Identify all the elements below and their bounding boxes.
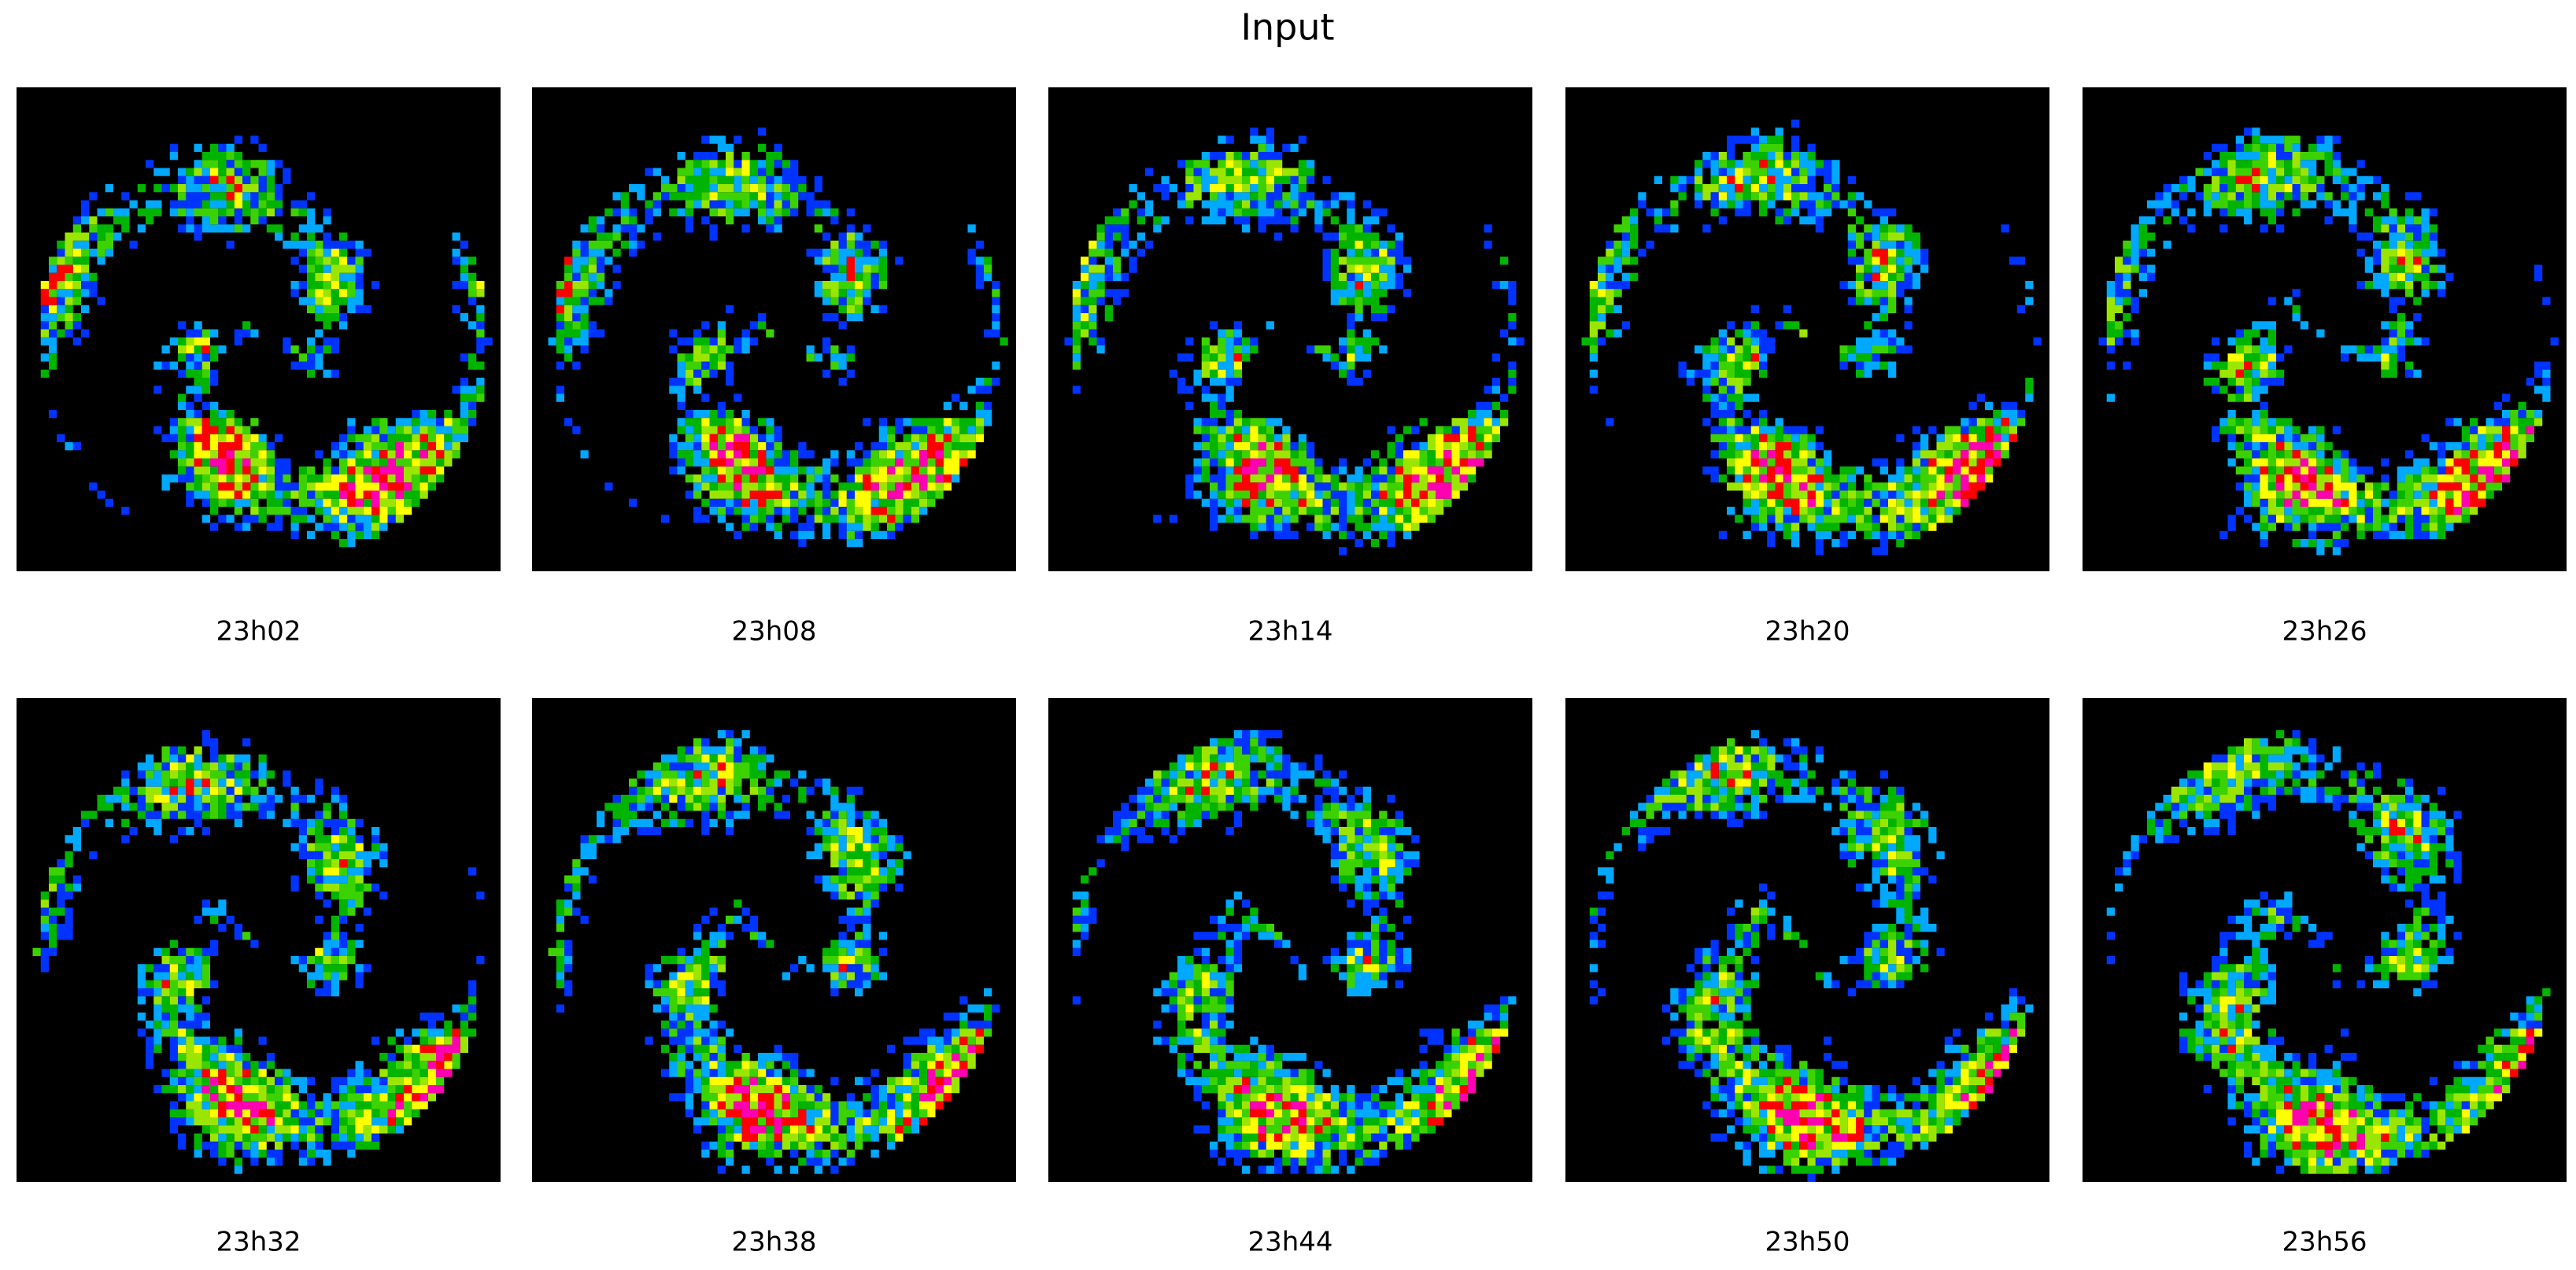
echo-pixels	[2276, 426, 2534, 515]
radar-panel	[17, 698, 501, 1182]
radar-panel	[2083, 698, 2567, 1182]
echo-pixels	[40, 730, 485, 1166]
radar-panel	[532, 698, 1016, 1182]
echo-pixels	[2106, 135, 2534, 548]
radar-panel	[17, 87, 501, 571]
echo-pixels	[40, 175, 445, 515]
radar-panel	[532, 87, 1016, 571]
echo-pixels	[556, 152, 1000, 539]
echo-pixels	[548, 738, 992, 1158]
echo-pixels	[1242, 1036, 1500, 1134]
echo-pixels	[556, 127, 1000, 548]
echo-pixels	[734, 1044, 976, 1134]
echo-pixels	[556, 730, 1000, 1174]
echo-pixels	[1775, 1028, 2017, 1150]
echo-pixels	[556, 746, 992, 1166]
panel-label: 23h56	[2282, 1227, 2367, 1258]
panel-label: 23h32	[216, 1227, 301, 1258]
echo-pixels	[201, 1036, 460, 1126]
echo-pixels	[709, 434, 944, 499]
echo-pixels	[1242, 442, 1484, 499]
radar-panel	[1565, 698, 2049, 1182]
echo-pixels	[1589, 738, 2026, 1182]
echo-pixels	[652, 754, 960, 1142]
panel-label: 23h44	[1247, 1227, 1332, 1258]
echo-pixels	[2106, 730, 2543, 1174]
echo-pixels	[40, 168, 485, 523]
echo-pixels	[1646, 738, 2026, 1166]
echo-pixels	[1589, 120, 2042, 556]
echo-pixels	[1072, 152, 1509, 531]
radar-panel	[1565, 87, 2049, 571]
echo-pixels	[40, 168, 485, 531]
panel-label: 23h26	[2282, 616, 2367, 648]
panel-label: 23h14	[1247, 616, 1332, 648]
panel-label: 23h38	[731, 1227, 816, 1258]
radar-panel	[2083, 87, 2567, 571]
echo-pixels	[1654, 746, 2026, 1166]
echo-pixels	[1589, 127, 2034, 548]
panel-label: 23h50	[1765, 1227, 1850, 1258]
echo-pixels	[210, 442, 428, 507]
echo-pixels	[1589, 160, 2009, 531]
echo-pixels	[2098, 127, 2559, 548]
echo-pixels	[2115, 135, 2534, 539]
figure-title: Input	[1240, 6, 1334, 49]
echo-pixels	[1581, 135, 2034, 548]
panel-label: 23h02	[216, 616, 301, 648]
radar-panel	[1048, 698, 1532, 1182]
panel-label: 23h20	[1765, 616, 1850, 648]
echo-pixels	[1072, 730, 1517, 1174]
panel-label: 23h08	[731, 616, 816, 648]
radar-panel	[1048, 87, 1532, 571]
echo-pixels	[693, 762, 984, 1142]
echo-pixels	[1064, 127, 1525, 556]
echo-pixels	[1072, 160, 1500, 531]
echo-pixels	[2171, 738, 2519, 1174]
